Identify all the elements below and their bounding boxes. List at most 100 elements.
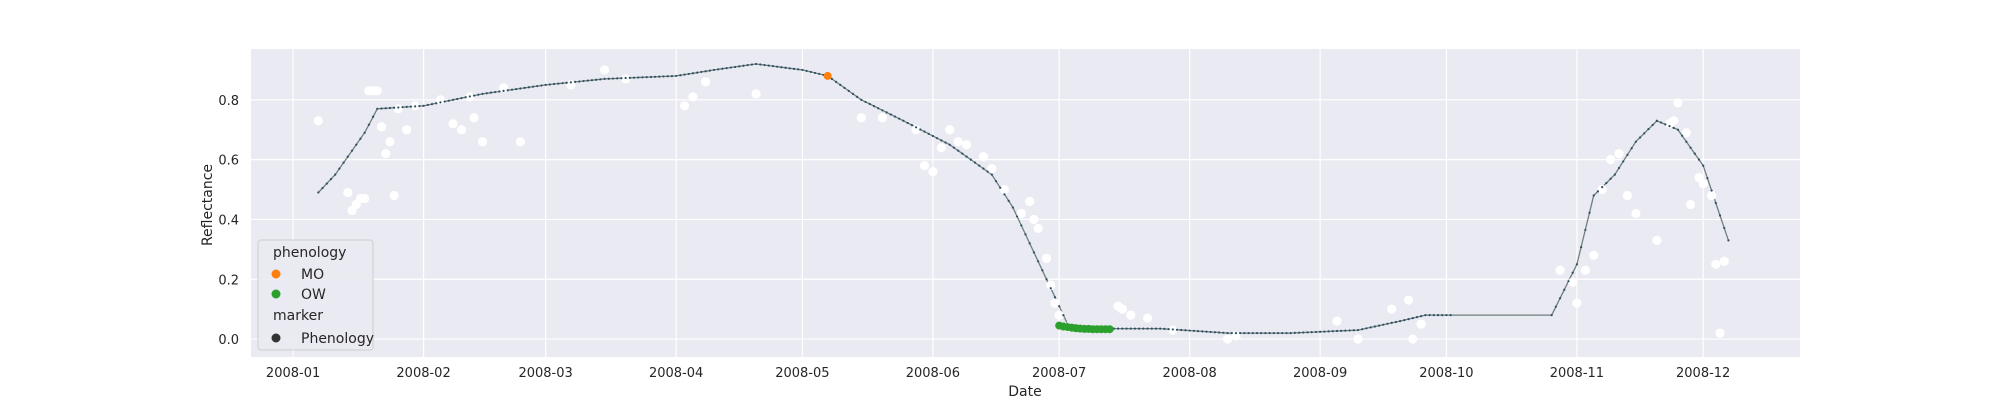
fit-point [1192,329,1195,332]
fit-point [515,87,518,91]
fit-point [1041,269,1044,272]
legend-mo-marker [271,269,281,279]
fit-point [637,76,640,79]
fit-point [321,186,324,190]
fit-point [1436,314,1440,317]
fit-point [1718,214,1722,217]
fit-point [1331,330,1334,333]
fit-point [611,77,615,80]
fit-point [792,67,796,70]
fit-point [1647,128,1650,131]
fit-point [1281,331,1284,335]
fit-point [1567,280,1570,283]
fit-point [485,92,488,95]
observation-point [1605,155,1616,165]
fit-point [893,115,897,118]
y-tick-label: 0.2 [218,273,239,288]
y-tick-label: 0.8 [218,94,239,109]
fit-point [1428,314,1431,317]
fit-point [658,75,661,78]
fit-point [350,149,354,152]
fit-point [860,98,863,101]
x-tick-label: 2008-08 [1162,366,1216,381]
fit-point [582,79,585,83]
x-tick-label: 2008-05 [775,366,829,381]
fit-point [1394,320,1398,324]
fit-point [843,86,846,89]
fit-point [477,93,480,96]
fit-point [1693,152,1696,155]
fit-point [1302,331,1305,334]
fit-point [1171,328,1174,331]
fit-point [1121,327,1124,330]
observation-point [1597,184,1607,195]
fit-point [397,106,400,109]
observation-point [1673,98,1683,108]
observation-point [1652,235,1662,245]
fit-point [889,113,892,116]
fit-point [451,98,455,101]
fit-point [1306,331,1309,334]
fit-point [990,173,993,176]
fit-point [1411,317,1414,320]
fit-point [603,77,606,81]
observation-point [1025,196,1035,207]
fit-point [1659,121,1663,124]
fit-point [338,167,341,170]
fit-point [1356,328,1360,332]
observation-point [751,89,761,99]
fit-point [1028,242,1031,245]
fit-point [548,83,551,86]
fit-point [371,115,375,118]
fit-point [683,73,686,76]
fit-point [1255,331,1259,335]
observation-point [1332,316,1342,326]
x-tick-label: 2008-12 [1676,366,1730,381]
fit-point [1584,228,1587,232]
fit-point [742,64,745,67]
fit-point [430,103,434,106]
observation-point [599,65,610,75]
fit-point [435,102,438,105]
fit-point [1609,177,1612,180]
observation-point [928,167,938,177]
fit-point [355,143,358,146]
fit-point [1664,123,1667,126]
observation-point [1408,334,1418,344]
fit-point [1655,119,1658,122]
fit-point [763,63,766,67]
fit-point [1188,329,1191,332]
x-tick-label: 2008-09 [1293,366,1347,381]
fit-point [1209,330,1212,334]
observation-point [688,92,698,102]
y-tick-label: 0.6 [218,154,239,169]
fit-point [856,95,859,98]
fit-point [776,65,779,68]
fit-point [384,107,387,110]
fit-point [1689,146,1692,149]
legend-box [257,239,374,351]
observation-point [1568,277,1578,287]
fit-point [1196,330,1200,333]
fit-point [1634,140,1637,143]
fit-point [1550,314,1553,317]
fit-point [1159,327,1162,330]
fit-point [1285,331,1288,335]
fit-point [801,68,804,72]
fit-point [1668,125,1671,128]
fit-point [1045,278,1048,281]
observation-point [919,161,930,171]
fit-point [1369,326,1372,329]
fit-point [864,100,867,104]
fit-point [1032,251,1036,254]
fit-point [645,76,648,79]
observation-point [381,149,391,159]
observation-point [1416,319,1426,329]
fit-point [334,173,337,176]
fit-point [489,91,493,94]
fit-point [1672,126,1675,130]
fit-point [1676,128,1680,131]
fit-point [830,77,833,81]
fit-point [1563,288,1566,291]
observation-point [1631,208,1641,219]
